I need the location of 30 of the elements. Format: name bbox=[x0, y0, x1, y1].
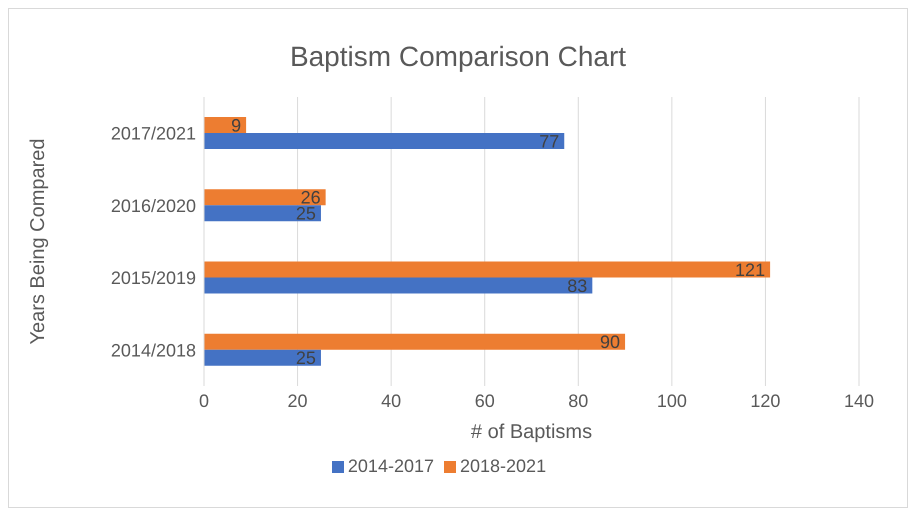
y-tick-label: 2015/2019 bbox=[110, 268, 196, 288]
x-tick-label: 140 bbox=[844, 390, 874, 411]
y-axis-title: Years Being Compared bbox=[27, 138, 50, 345]
x-tick-label: 120 bbox=[750, 390, 780, 411]
bar bbox=[204, 205, 321, 222]
x-tick-label: 20 bbox=[288, 390, 308, 411]
data-label: 9 bbox=[231, 115, 242, 136]
x-tick-label: 100 bbox=[656, 390, 687, 411]
data-label: 25 bbox=[296, 348, 316, 368]
data-label: 121 bbox=[735, 260, 766, 280]
x-tick-label: 60 bbox=[474, 390, 495, 411]
y-tick-label: 2014/2018 bbox=[110, 340, 196, 360]
data-label: 83 bbox=[567, 276, 588, 296]
bar bbox=[204, 334, 626, 350]
data-label: 77 bbox=[539, 131, 560, 152]
legend-label: 2018-2021 bbox=[460, 456, 546, 476]
x-axis-title: # of Baptisms bbox=[470, 421, 592, 443]
x-tick-label: 0 bbox=[198, 390, 210, 411]
x-tick-label: 80 bbox=[568, 390, 588, 411]
chart-title: Baptism Comparison Chart bbox=[288, 40, 628, 74]
bar bbox=[204, 262, 770, 278]
legend-label: 2014-2017 bbox=[348, 456, 434, 476]
bar bbox=[204, 189, 326, 206]
bar bbox=[204, 133, 564, 149]
bar bbox=[204, 350, 321, 366]
x-tick-label: 40 bbox=[381, 390, 402, 411]
y-tick-label: 2016/2020 bbox=[110, 196, 196, 216]
y-tick-label: 2017/2021 bbox=[110, 124, 196, 144]
data-label: 90 bbox=[600, 332, 620, 352]
bar bbox=[204, 278, 592, 294]
